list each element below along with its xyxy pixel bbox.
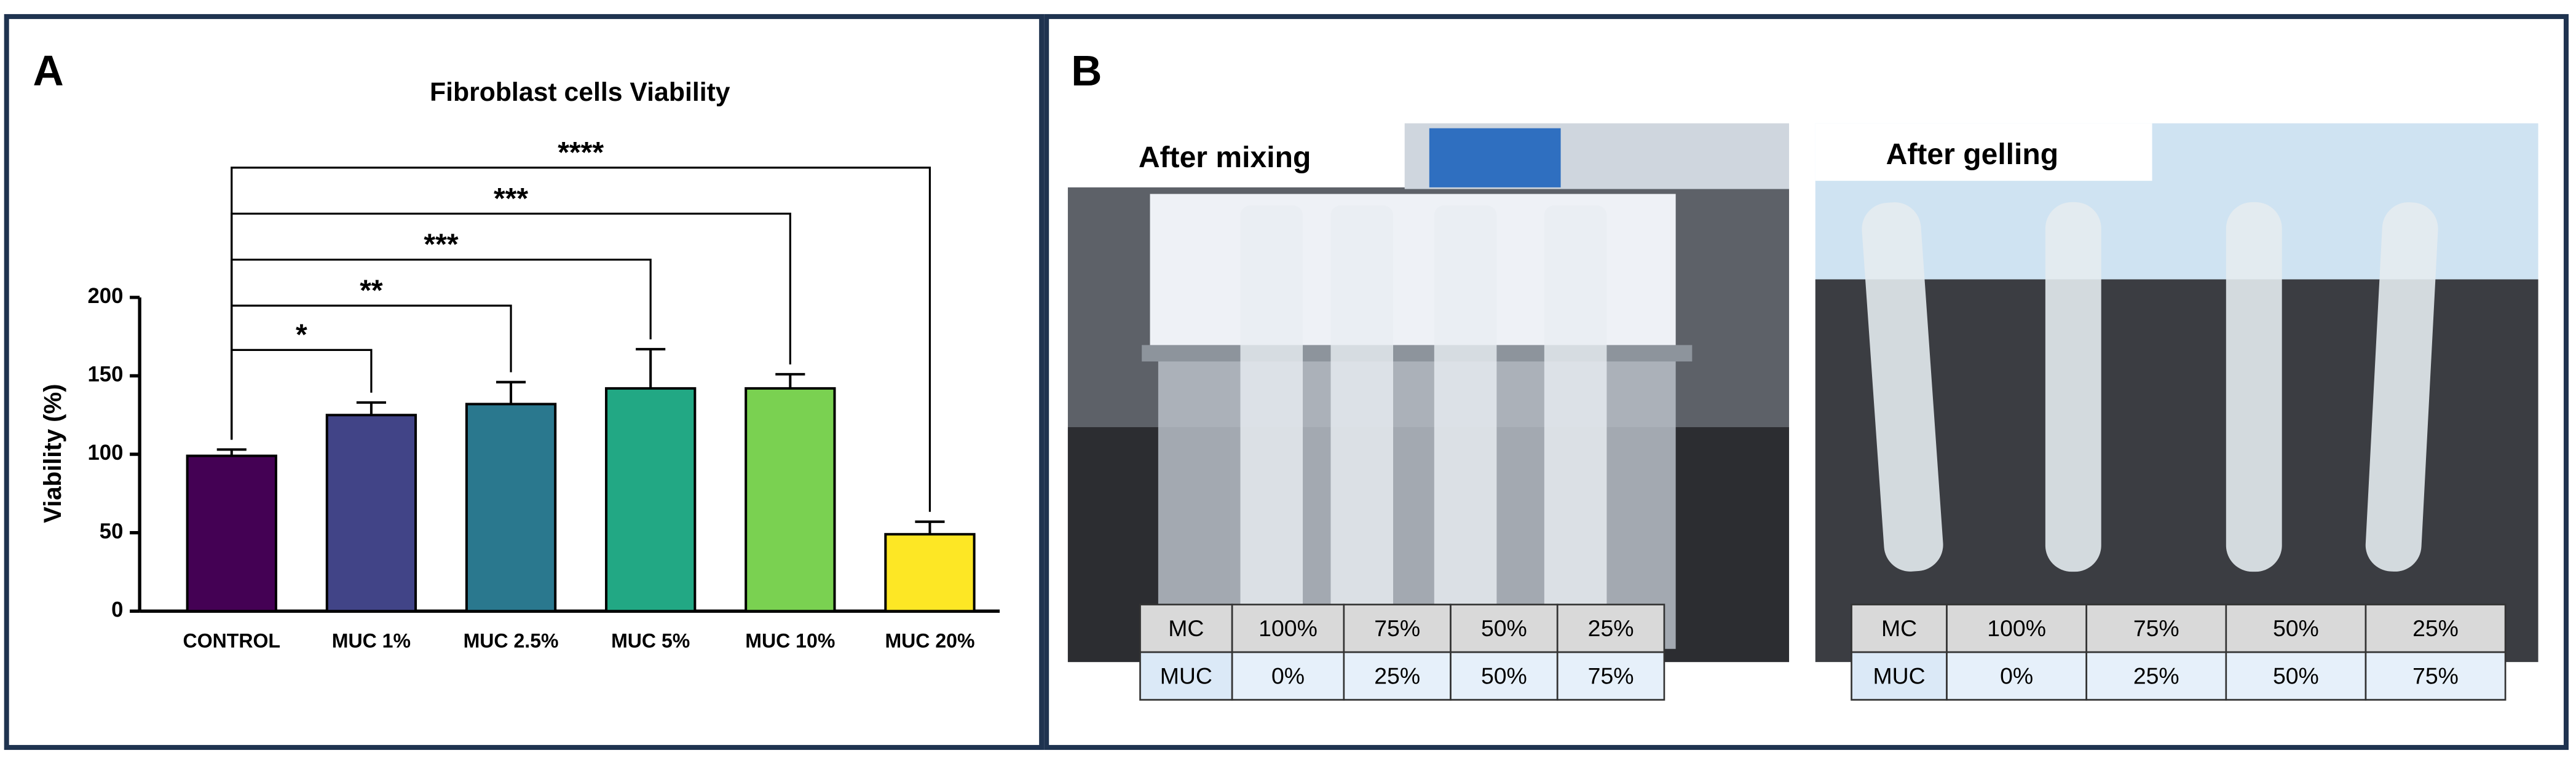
table-cell — [1946, 651, 2088, 701]
table-text: 25% — [2412, 615, 2459, 641]
table-cell — [2085, 604, 2227, 653]
x-tick-label: MUC 1% — [332, 630, 411, 652]
bar — [745, 387, 836, 613]
significance-label: * — [296, 318, 307, 352]
table-text: 100% — [1987, 615, 2046, 641]
table-text: 75% — [2412, 663, 2459, 688]
table-cell — [1343, 604, 1452, 653]
table-text: 100% — [1258, 615, 1318, 641]
table-text: 75% — [1374, 615, 1420, 641]
table-cell — [1556, 604, 1665, 653]
photo-caption: After gelling — [1886, 138, 2058, 171]
bar — [465, 403, 557, 613]
table-text: 25% — [1374, 663, 1420, 688]
photo — [1067, 123, 1790, 663]
table-text: MUC — [1160, 663, 1212, 688]
error-bar — [636, 348, 666, 388]
bar — [605, 387, 697, 613]
table-text: MUC — [1873, 663, 1925, 688]
table-cell — [1231, 604, 1345, 653]
significance-label: *** — [494, 182, 528, 215]
table-text: 50% — [2273, 663, 2319, 688]
significance-label: *** — [424, 228, 458, 261]
x-tick-label: MUC 5% — [611, 630, 690, 652]
y-tick-label: 200 — [87, 285, 123, 308]
table-text: 50% — [1481, 615, 1527, 641]
table-cell — [1851, 651, 1948, 701]
panel-label: A — [33, 47, 63, 95]
table-text: 50% — [1481, 663, 1527, 688]
table-text: 0% — [1271, 663, 1305, 688]
error-bar — [496, 380, 526, 404]
error-bar — [356, 401, 386, 415]
table-cell — [2225, 651, 2367, 701]
table-cell — [1450, 604, 1559, 653]
table-text: 25% — [1588, 615, 1634, 641]
table-cell — [2085, 651, 2227, 701]
bar — [186, 454, 277, 613]
bar — [325, 414, 417, 613]
photo — [1815, 123, 2538, 663]
table-cell — [2365, 651, 2507, 701]
table-cell — [2365, 604, 2507, 653]
table-text: 25% — [2133, 663, 2179, 688]
x-tick-label: MUC 2.5% — [464, 630, 559, 652]
x-tick-label: MUC 10% — [745, 630, 835, 652]
table-text: 50% — [2273, 615, 2319, 641]
error-bar — [216, 448, 247, 456]
significance-bracket — [231, 167, 931, 512]
table-text: MC — [1168, 615, 1204, 641]
panel-label: B — [1071, 47, 1102, 95]
x-tick-label: CONTROL — [183, 630, 280, 652]
bar — [884, 533, 976, 613]
error-bar — [915, 520, 945, 535]
x-tick-label: MUC 20% — [885, 630, 974, 652]
table-text: 0% — [2000, 663, 2033, 688]
table-cell — [1851, 604, 1948, 653]
chart-title: Fibroblast cells Viability — [430, 77, 730, 107]
table-cell — [1231, 651, 1345, 701]
significance-label: **** — [558, 136, 604, 169]
y-tick-label: 50 — [100, 520, 124, 543]
y-tick-label: 0 — [111, 598, 123, 621]
table-cell — [1139, 651, 1233, 701]
table-text: 75% — [1588, 663, 1634, 688]
table-cell — [2225, 604, 2367, 653]
table-cell — [1556, 651, 1665, 701]
significance-label: ** — [360, 274, 383, 307]
y-tick-label: 100 — [87, 441, 123, 465]
y-axis-label: Viability (%) — [39, 384, 66, 523]
y-tick-label: 150 — [87, 363, 123, 387]
table-text: MC — [1881, 615, 1917, 641]
error-bar — [775, 372, 805, 388]
table-text: 75% — [2133, 615, 2179, 641]
photo-caption: After mixing — [1139, 141, 1311, 174]
table-cell — [1343, 651, 1452, 701]
